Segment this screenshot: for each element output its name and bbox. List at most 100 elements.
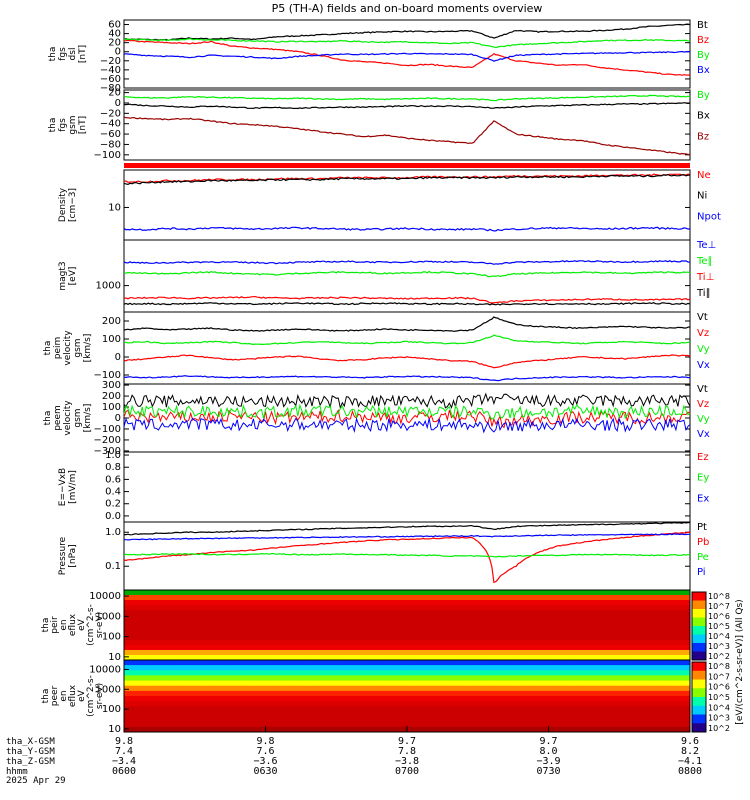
peir-en-eflux-cell: [331, 650, 342, 656]
peir-en-eflux-cell: [473, 600, 483, 606]
peir-en-eflux-cell: [614, 640, 625, 646]
peir-en-eflux-cell: [388, 610, 398, 616]
peer-en-eflux-cell: [661, 665, 672, 671]
peer-en-eflux-cell: [557, 675, 568, 681]
peer-en-eflux-cell: [397, 716, 408, 723]
peer-en-eflux-cell: [680, 711, 691, 717]
peir-en-eflux-cell: [388, 615, 398, 621]
peir-en-eflux-cell: [208, 620, 219, 626]
efield-ytick-label: 0.4: [105, 487, 121, 498]
peir-en-eflux-cell: [633, 625, 644, 631]
peer-en-eflux-cell: [341, 711, 351, 717]
peer-en-eflux-cell: [661, 690, 672, 697]
peer-en-eflux-cell: [407, 711, 417, 717]
peir-en-eflux-cell: [501, 590, 512, 596]
peer-en-eflux-cell: [171, 690, 182, 697]
peir-en-eflux-cell: [227, 615, 238, 621]
peir-en-eflux-cell: [180, 605, 191, 611]
peer-en-eflux-cell: [331, 716, 342, 723]
peir-en-eflux-cell: [416, 615, 427, 621]
peir-en-eflux-cell: [680, 590, 691, 596]
peir-en-eflux-cell: [227, 645, 238, 651]
peir-en-eflux-cell: [501, 600, 512, 606]
peer-en-eflux-cell: [444, 711, 455, 717]
peir-en-eflux-cell: [416, 630, 427, 636]
peer-en-eflux-cell: [520, 680, 531, 687]
peir-en-eflux-cell: [124, 650, 134, 656]
peir-en-eflux-cell: [331, 615, 342, 621]
peir-en-eflux-cell: [624, 640, 634, 646]
peir-en-eflux-cell: [416, 650, 427, 656]
peer-en-eflux-cell: [680, 721, 691, 728]
peer-en-eflux-cell: [152, 685, 163, 692]
xtick-label: 0630: [253, 766, 277, 777]
peer-en-eflux-cell: [171, 680, 182, 687]
peer-en-eflux-cell: [124, 721, 134, 728]
peer-en-eflux-cell: [265, 721, 276, 728]
peer-en-eflux-cell: [303, 696, 314, 702]
peer-en-eflux-cell: [180, 665, 191, 671]
peir-en-eflux-cell: [341, 655, 351, 661]
peir-en-eflux-cell: [624, 625, 634, 631]
peer-en-eflux-cell: [359, 711, 370, 717]
peir-en-eflux-cell: [661, 595, 672, 601]
peer-en-eflux-cell: [605, 696, 615, 702]
peir-en-eflux-cell: [312, 645, 323, 651]
peer-en-eflux-cell: [473, 711, 483, 717]
peir-en-eflux-cell: [350, 635, 361, 641]
peir-en-eflux-cell: [388, 625, 398, 631]
peer-en-eflux-cell: [586, 680, 597, 687]
peer-en-eflux-cell: [539, 701, 549, 707]
peer-en-eflux-cell: [642, 726, 653, 733]
peir-en-eflux-cell: [124, 600, 134, 606]
peer-en-eflux-cell: [444, 701, 455, 707]
peer-en-eflux-cell: [671, 701, 681, 707]
peer-en-eflux-cell: [407, 660, 417, 666]
fgs-gsm-ylabel: fgs: [58, 118, 68, 132]
xtick-label: −3.9: [536, 756, 560, 767]
peir-en-eflux-cell: [614, 610, 625, 616]
peer-en-eflux-cell: [454, 701, 465, 707]
peer-en-eflux-cell: [520, 685, 531, 692]
peer-en-eflux-cell: [416, 665, 427, 671]
peir-en-eflux-cell: [227, 650, 238, 656]
peir-en-eflux-cell: [473, 615, 483, 621]
peir-en-eflux-cell: [407, 605, 417, 611]
peer-en-eflux-cell: [661, 721, 672, 728]
peir-en-eflux-cell: [369, 610, 380, 616]
peir-en-eflux-cell: [624, 615, 634, 621]
peir-en-eflux-cell: [482, 595, 493, 601]
peer-en-eflux-cell: [605, 711, 615, 717]
peer-en-eflux-cell: [642, 706, 653, 712]
peer-en-eflux-cell: [161, 690, 172, 697]
colorbar-electrons-tick-label: 10^7: [708, 672, 730, 681]
peir-en-eflux-cell: [199, 605, 210, 611]
peir-en-eflux-cell: [539, 640, 549, 646]
peir-en-eflux-cell: [567, 605, 578, 611]
peir-en-eflux-cell: [397, 625, 408, 631]
peir-en-eflux-cell: [208, 640, 219, 646]
peir-en-eflux-cell: [671, 610, 681, 616]
peir-en-eflux-cell: [378, 590, 389, 596]
peir-en-eflux-cell: [284, 595, 295, 601]
peir-en-eflux-cell: [331, 605, 342, 611]
peer-en-eflux-cell: [586, 726, 597, 733]
peer-en-eflux-cell: [614, 665, 625, 671]
peer-en-eflux-cell: [350, 670, 361, 676]
peer-en-eflux-cell: [557, 726, 568, 733]
peir-en-eflux-cell: [425, 620, 436, 626]
peir-en-eflux-cell: [199, 610, 210, 616]
peir-en-eflux-cell: [510, 595, 521, 601]
peir-en-eflux-cell: [520, 635, 531, 641]
peer-en-eflux-cell: [388, 726, 398, 733]
peir-en-eflux-cell: [322, 600, 332, 606]
peer-en-eflux-cell: [237, 685, 248, 692]
peer-en-eflux-cell: [341, 696, 351, 702]
peer-en-eflux-cell: [199, 706, 210, 712]
peer-en-eflux-cell: [388, 701, 398, 707]
peir-en-eflux-cell: [199, 640, 210, 646]
peir-en-eflux-cell: [586, 595, 597, 601]
peir-en-eflux-cell: [322, 640, 332, 646]
peer-en-eflux-cell: [350, 696, 361, 702]
peir-en-eflux-cell: [369, 595, 380, 601]
